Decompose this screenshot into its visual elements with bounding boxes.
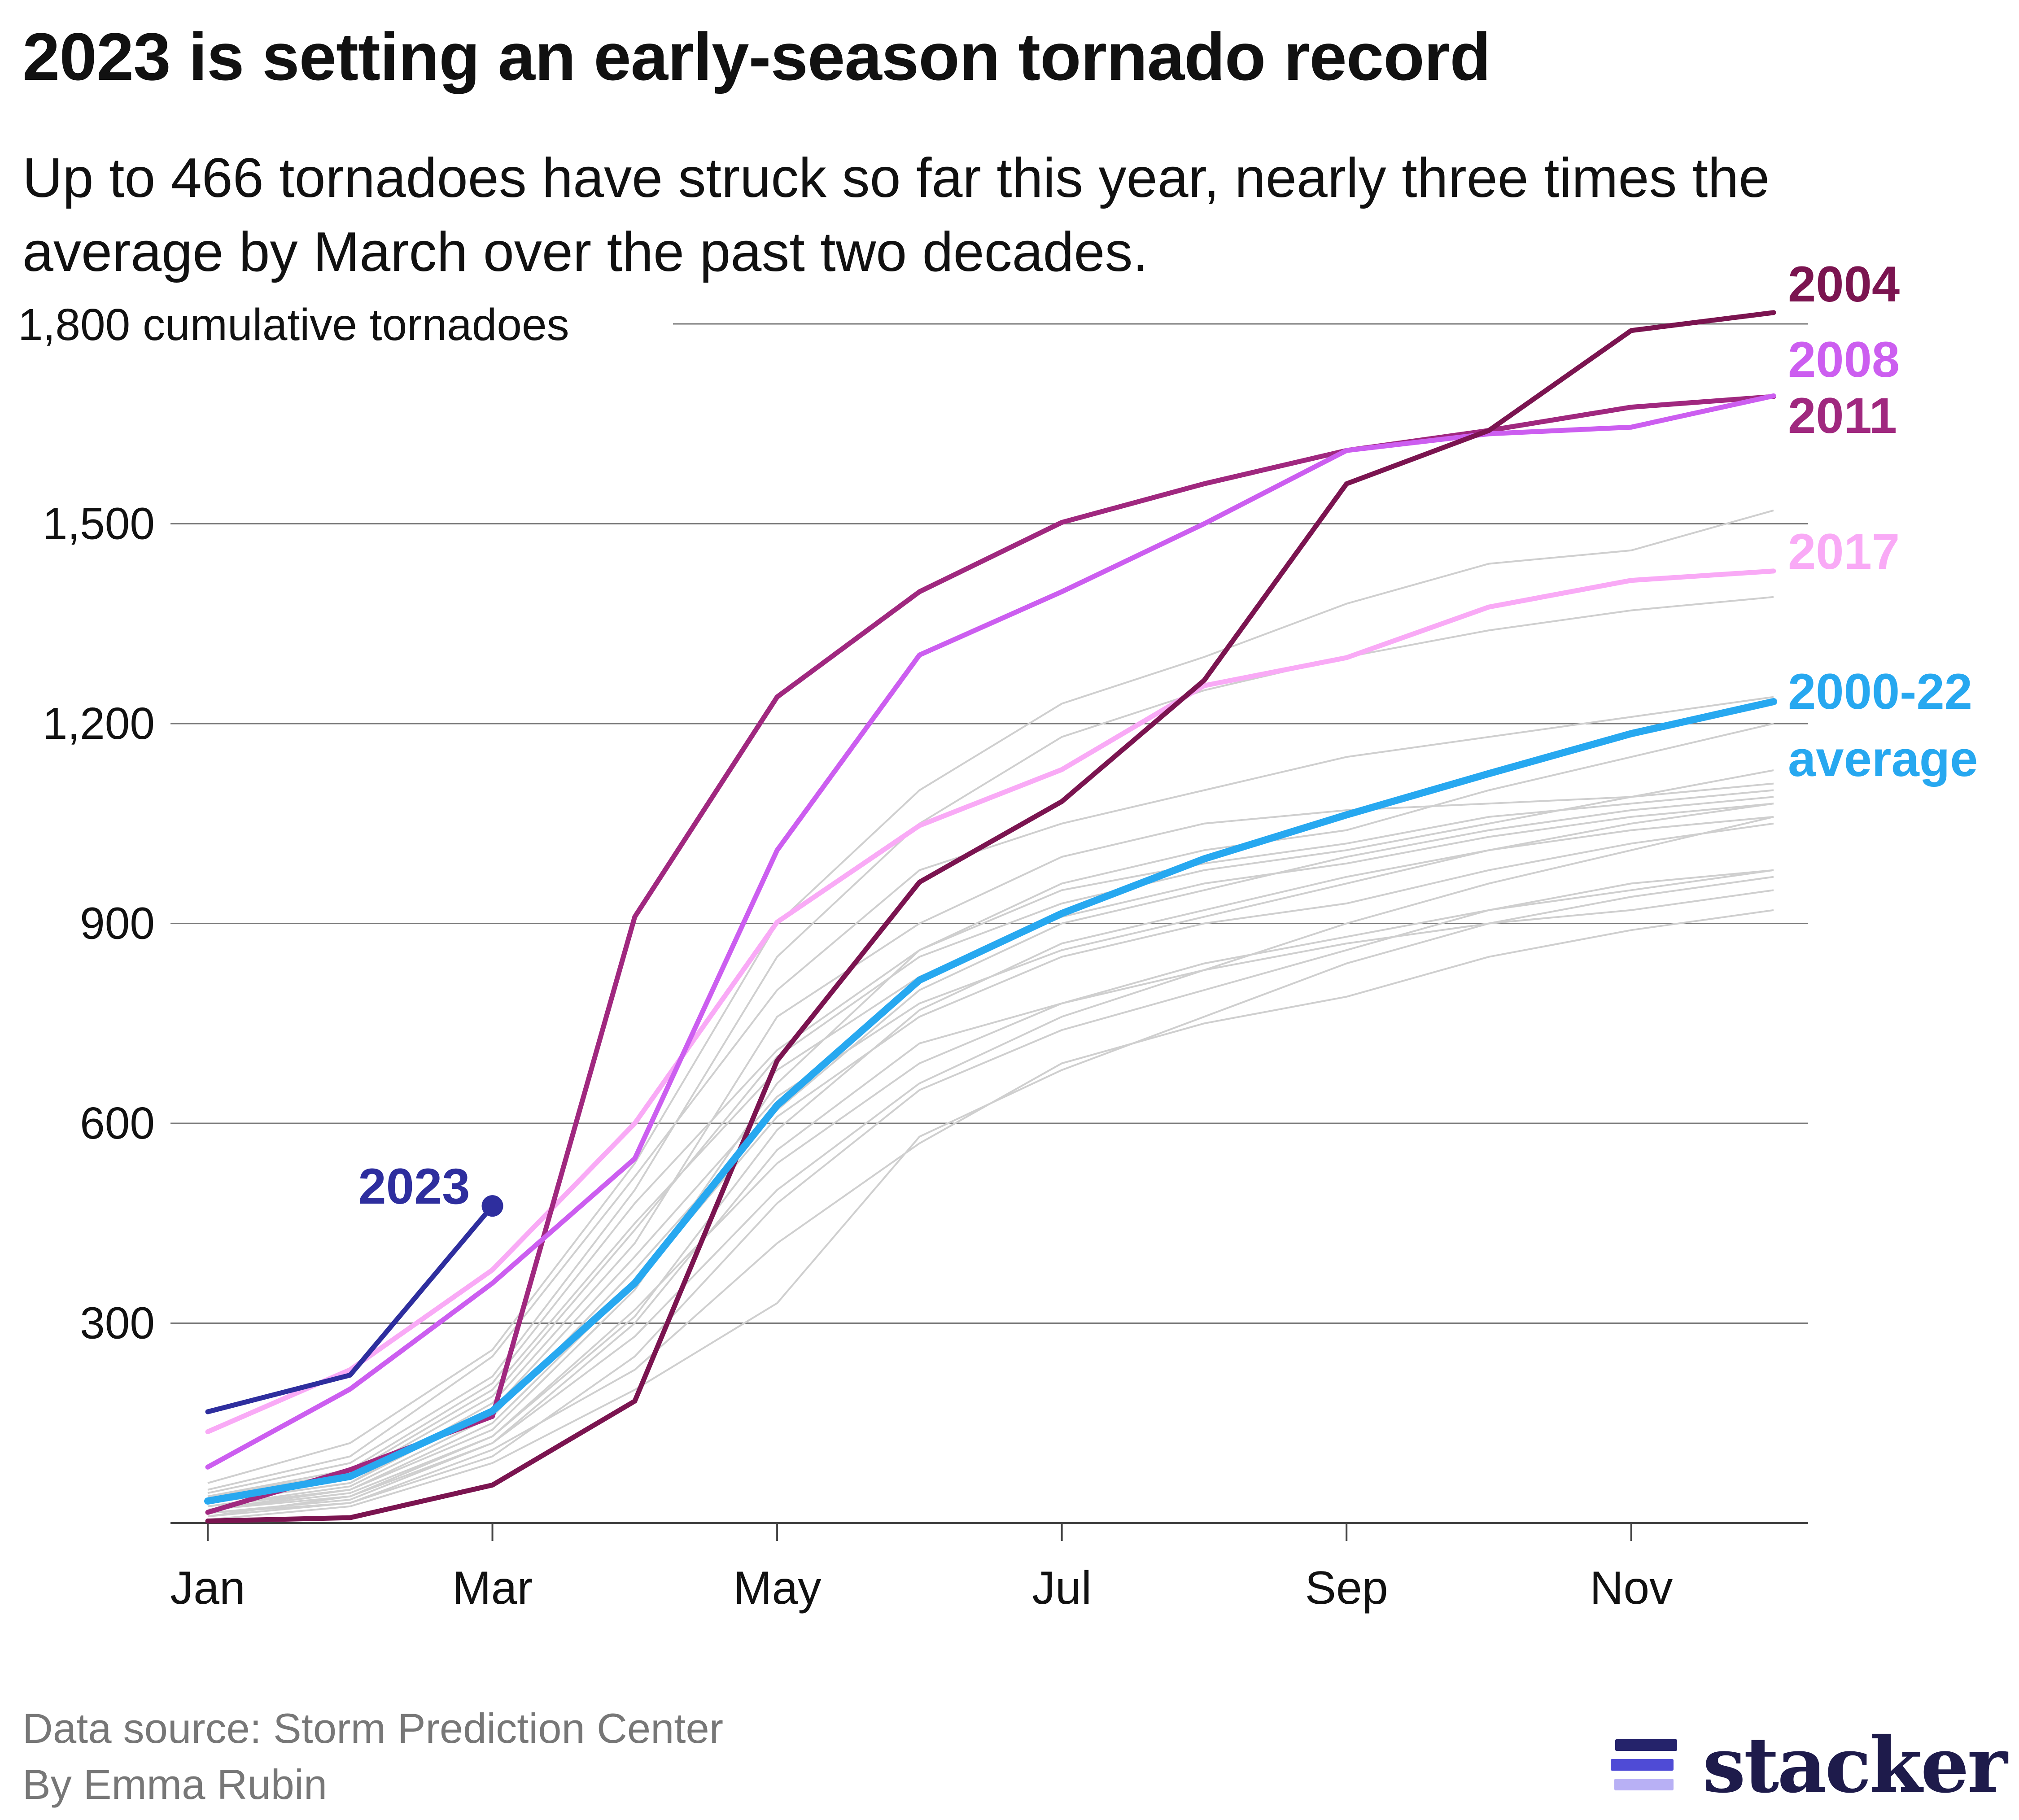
background-series-line bbox=[207, 769, 1774, 1501]
grid-lines bbox=[170, 323, 1808, 1324]
stacker-logo: stacker bbox=[1611, 1720, 2007, 1810]
x-tick-label: Mar bbox=[452, 1562, 533, 1614]
chart-title: 2023 is setting an early-season tornado … bbox=[22, 19, 1491, 94]
series-label-2011: 2011 bbox=[1788, 388, 1897, 444]
highlighted-series bbox=[204, 310, 1777, 1523]
series-line-2011 bbox=[205, 394, 1776, 1515]
background-series-line bbox=[207, 723, 1774, 1511]
background-series-line bbox=[207, 803, 1774, 1511]
series-label-average-line1: 2000-22 bbox=[1788, 663, 1972, 720]
series-label-2017: 2017 bbox=[1788, 524, 1900, 580]
series-line-2008 bbox=[205, 393, 1776, 1470]
x-tick-label: Sep bbox=[1305, 1562, 1388, 1614]
background-series-line bbox=[207, 869, 1774, 1511]
series-label-average-line2: average bbox=[1788, 731, 1978, 787]
background-series-line bbox=[207, 596, 1774, 1494]
footer: Data source: Storm Prediction Center By … bbox=[22, 1700, 723, 1812]
data-source: Data source: Storm Prediction Center bbox=[22, 1705, 724, 1752]
y-tick-label: 600 bbox=[80, 1098, 155, 1148]
background-series-line bbox=[207, 822, 1774, 1507]
background-series-line bbox=[207, 796, 1774, 1507]
x-tick-label: Jul bbox=[1032, 1562, 1092, 1614]
x-tick-label: May bbox=[733, 1562, 821, 1614]
x-tick-label: Jan bbox=[170, 1562, 245, 1614]
stacker-logo-text: stacker bbox=[1703, 1720, 2007, 1810]
y-tick-label: 1,200 bbox=[43, 698, 155, 749]
y-axis-label: 1,800 cumulative tornadoes bbox=[18, 300, 569, 350]
series-line-2017 bbox=[205, 568, 1776, 1435]
y-tick-label: 900 bbox=[80, 899, 155, 949]
background-series-line bbox=[207, 789, 1774, 1497]
stacker-logo-icon bbox=[1611, 1739, 1678, 1802]
series-line-2000-22-average bbox=[204, 698, 1777, 1505]
background-series-line bbox=[207, 909, 1774, 1518]
background-series bbox=[207, 509, 1774, 1521]
axes: 300 600 900 1,200 1,500 1,800 cumulative torn… bbox=[18, 300, 1808, 1614]
background-series-line bbox=[207, 696, 1774, 1491]
x-tick-label: Nov bbox=[1590, 1562, 1673, 1614]
background-series-line bbox=[207, 816, 1774, 1514]
line-chart: 300 600 900 1,200 1,500 1,800 cumulative torn… bbox=[18, 256, 1978, 1614]
series-line-2004 bbox=[205, 310, 1776, 1523]
byline: By Emma Rubin bbox=[22, 1761, 328, 1808]
background-series-line bbox=[207, 509, 1774, 1484]
background-series-line bbox=[207, 869, 1774, 1514]
series-line-2023 bbox=[205, 1203, 495, 1414]
series-end-dot-2023 bbox=[481, 1195, 503, 1217]
series-label-2004: 2004 bbox=[1788, 256, 1900, 312]
y-tick-label: 1,500 bbox=[43, 499, 155, 549]
y-tick-label: 300 bbox=[80, 1298, 155, 1349]
series-label-2023: 2023 bbox=[358, 1158, 470, 1214]
series-label-2008: 2008 bbox=[1788, 332, 1900, 388]
chart-subtitle: Up to 466 tornadoes have struck so far t… bbox=[22, 147, 1770, 283]
background-series-line bbox=[207, 782, 1774, 1504]
